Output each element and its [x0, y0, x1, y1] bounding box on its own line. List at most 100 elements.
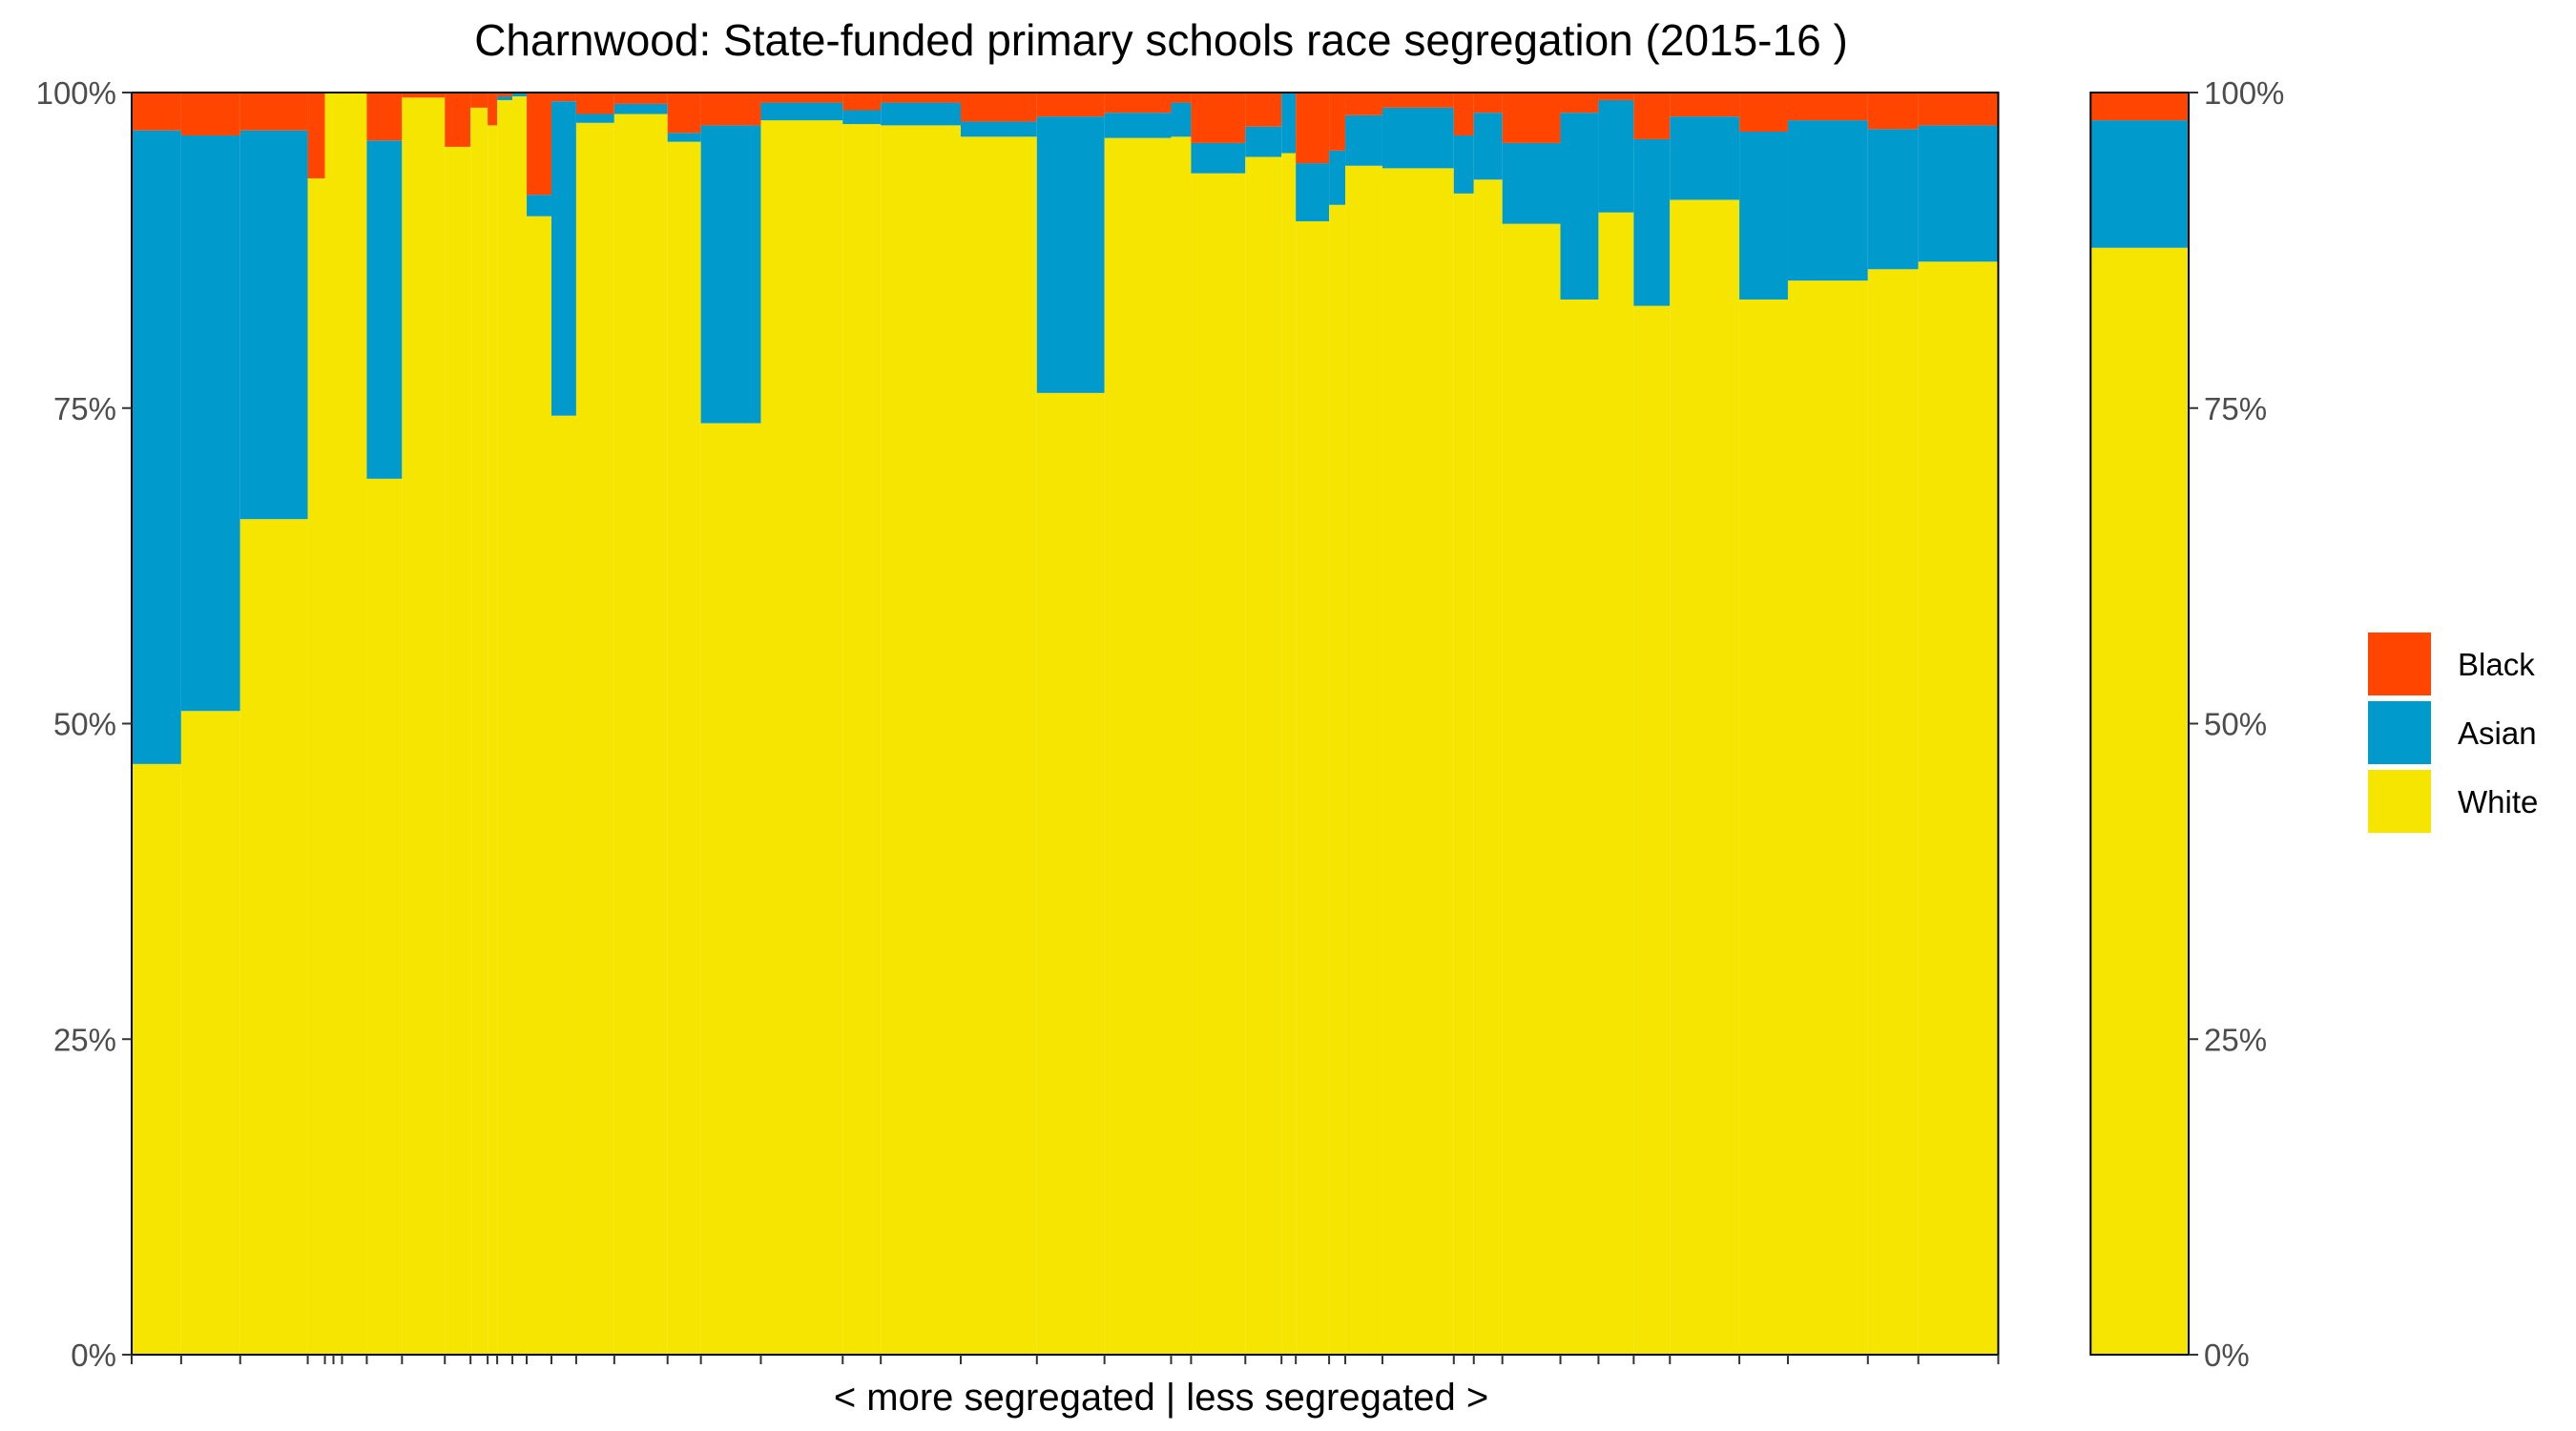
bar-school-3-black [239, 93, 308, 131]
bar-school-29-black [1245, 93, 1282, 127]
bar-school-36-asian [1473, 113, 1503, 180]
bar-school-21-black [760, 93, 843, 103]
bar-school-11-white [470, 107, 488, 1355]
bar-school-31-white [1296, 220, 1330, 1356]
bar-school-42-asian [1739, 132, 1788, 300]
bar-school-17-asian [575, 114, 614, 123]
bar-school-8-black [366, 93, 403, 141]
bar-school-43-asian [1787, 120, 1868, 281]
bar-school-44-asian [1867, 129, 1919, 270]
bar-school-26-black [1104, 93, 1172, 114]
bar-school-16-asian [551, 101, 576, 416]
bar-school-23-black [881, 93, 961, 103]
bar-school-18-black [613, 93, 668, 104]
bar-school-12-white [488, 125, 498, 1355]
bar-school-28-asian [1191, 142, 1246, 174]
bar-school-25-asian [1036, 116, 1105, 393]
bar-school-37-black [1502, 93, 1561, 143]
bar-school-34-asian [1381, 107, 1454, 169]
bar-school-4-white [307, 177, 325, 1356]
bar-school-22-black [842, 93, 882, 111]
bar-school-3-white [239, 519, 308, 1355]
bar-school-23-asian [881, 102, 961, 126]
bar-school-19-asian [667, 133, 701, 142]
bar-school-22-asian [842, 110, 882, 125]
bar-school-22-white [842, 124, 882, 1356]
bar-school-32-black [1329, 93, 1346, 151]
bar-school-15-asian [527, 195, 551, 217]
bar-school-33-asian [1345, 114, 1382, 166]
bar-school-34-white [1381, 168, 1454, 1355]
bar-school-44-white [1867, 269, 1919, 1356]
bar-school-27-white [1171, 136, 1192, 1355]
bar-school-13-asian [497, 95, 513, 100]
legend: Black Asian White [2368, 633, 2538, 833]
bar-school-24-white [960, 136, 1037, 1355]
bar-overall-white [2090, 247, 2189, 1356]
bar-school-40-asian [1633, 138, 1671, 306]
bar-school-33-black [1345, 93, 1382, 115]
y-tick-label-left: 50% [53, 707, 116, 742]
bar-school-38-white [1560, 299, 1599, 1356]
bar-school-28-black [1191, 93, 1246, 143]
bar-school-40-white [1633, 305, 1671, 1356]
bar-school-26-asian [1104, 113, 1172, 138]
bar-school-23-white [881, 125, 961, 1355]
bar-school-2-asian [180, 135, 240, 712]
bar-school-10-black [445, 93, 471, 147]
bar-school-41-white [1670, 199, 1740, 1356]
bar-school-29-asian [1245, 126, 1282, 157]
bar-school-19-white [667, 141, 701, 1356]
bar-school-8-asian [366, 140, 403, 479]
bar-school-38-black [1560, 93, 1599, 114]
bar-school-5-white [324, 93, 334, 1355]
bar-school-16-white [551, 415, 576, 1355]
bar-school-8-white [366, 478, 403, 1356]
legend-label-asian: Asian [2458, 716, 2537, 751]
bar-school-42-white [1739, 299, 1788, 1356]
y-tick-label-left: 75% [53, 391, 116, 426]
bar-school-41-asian [1670, 116, 1740, 200]
bar-school-12-black [488, 93, 498, 126]
y-tick-label-right: 100% [2204, 75, 2284, 111]
legend-label-black: Black [2458, 647, 2535, 682]
y-tick-label-right: 0% [2204, 1338, 2250, 1373]
bar-school-20-white [700, 423, 761, 1355]
y-tick-label-right: 25% [2204, 1022, 2267, 1057]
bar-school-11-black [470, 93, 488, 108]
bars-group [132, 93, 2189, 1356]
bar-school-9-white [402, 97, 446, 1355]
bar-school-29-white [1245, 156, 1282, 1356]
bar-school-24-asian [960, 121, 1037, 137]
bar-school-27-black [1171, 93, 1192, 103]
bar-school-34-black [1381, 93, 1454, 108]
bar-school-30-asian [1281, 93, 1297, 154]
bar-school-31-black [1296, 93, 1330, 164]
bar-school-2-white [180, 711, 240, 1355]
y-tick-label-left: 25% [53, 1022, 116, 1057]
bar-school-21-white [760, 120, 843, 1356]
bar-school-37-white [1502, 223, 1561, 1356]
bar-school-17-white [575, 122, 614, 1355]
bar-school-21-asian [760, 102, 843, 121]
bar-school-16-black [551, 93, 576, 102]
bar-school-15-black [527, 93, 551, 196]
y-tick-label-left: 0% [71, 1338, 116, 1373]
bar-school-18-asian [613, 103, 668, 114]
bar-school-35-white [1453, 193, 1474, 1356]
chart-title: Charnwood: State-funded primary schools … [474, 15, 1848, 65]
bar-school-19-black [667, 93, 701, 134]
bar-school-26-white [1104, 137, 1172, 1355]
bar-school-45-white [1918, 261, 1999, 1355]
bar-school-42-black [1739, 93, 1788, 133]
bar-school-20-black [700, 93, 761, 126]
y-tick-label-left: 100% [36, 75, 116, 111]
bar-school-24-black [960, 93, 1037, 122]
bar-school-37-asian [1502, 142, 1561, 224]
x-axis-label: < more segregated | less segregated > [834, 1377, 1488, 1419]
bar-school-43-black [1787, 93, 1868, 121]
bar-school-1-asian [132, 130, 181, 764]
bar-school-25-black [1036, 93, 1105, 117]
